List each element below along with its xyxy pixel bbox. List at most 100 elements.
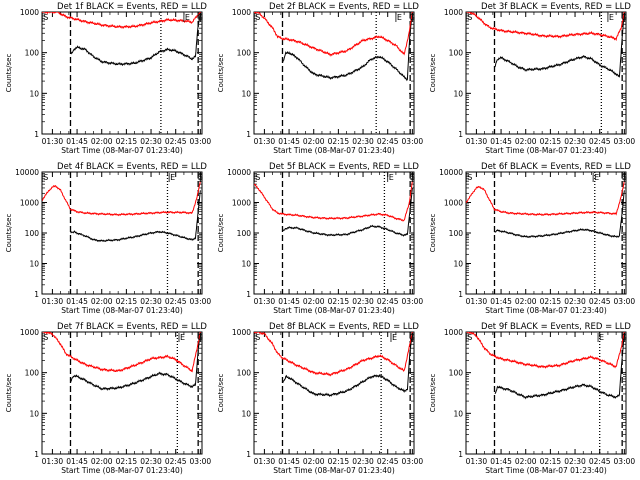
x-tick-label: 03:00 xyxy=(614,137,636,146)
x-tick-label: 02:30 xyxy=(564,457,586,466)
y-tick-label: 100 xyxy=(25,49,40,58)
x-tick-label: 02:45 xyxy=(377,457,399,466)
panel-title: Det 7f BLACK = Events, RED = LLD xyxy=(57,322,207,332)
data-area xyxy=(466,12,625,78)
x-tick-label: 02:45 xyxy=(589,297,611,306)
panel-5: Det 5f BLACK = Events, RED = LLD 1 10 100 10… xyxy=(217,162,423,315)
lld-line xyxy=(466,332,625,369)
panel-6: Det 6f BLACK = Events, RED = LLD 1 10 100 10… xyxy=(429,162,635,315)
panel-title: Det 2f BLACK = Events, RED = LLD xyxy=(269,2,419,12)
x-tick-label: 01:45 xyxy=(278,297,300,306)
y-tick-label: 10000 xyxy=(15,168,39,177)
y-tick-label: 1000 xyxy=(444,328,463,337)
lld-line xyxy=(254,332,413,377)
panel-9: Det 9f BLACK = Events, RED = LLD 1 10 100 10… xyxy=(429,322,635,475)
marker-s-label: S xyxy=(255,13,260,22)
plot-frame xyxy=(41,171,203,295)
y-tick-label: 1000 xyxy=(20,8,39,17)
y-tick-label: 100 xyxy=(237,369,252,378)
marker-e-label: E xyxy=(609,13,614,22)
events-line xyxy=(70,332,201,391)
x-tick-label: 03:00 xyxy=(190,297,212,306)
y-tick-label: 10 xyxy=(453,409,463,418)
events-line xyxy=(70,190,201,243)
marker-s-label: S xyxy=(43,333,48,342)
x-tick-label: 02:30 xyxy=(352,297,374,306)
x-tick-label: 01:30 xyxy=(42,297,64,306)
x-tick-label: 01:30 xyxy=(466,457,488,466)
x-tick-label: 01:45 xyxy=(490,297,512,306)
marker-e-label: E xyxy=(392,333,397,342)
x-tick-label: 02:45 xyxy=(165,137,187,146)
x-tick-label: 03:00 xyxy=(402,457,424,466)
y-tick-label: 1000 xyxy=(232,8,251,17)
x-tick-label: 02:00 xyxy=(515,457,537,466)
marker-e-label: E xyxy=(397,13,402,22)
marker-s-label: S xyxy=(467,173,472,182)
x-tick-label: 02:30 xyxy=(352,137,374,146)
y-axis-label: Counts/sec xyxy=(5,214,13,253)
x-tick-label: 02:15 xyxy=(116,297,138,306)
y-tick-label: 10 xyxy=(29,409,39,418)
x-axis-label: Start Time (08-Mar-07 01:23:40) xyxy=(485,306,607,315)
y-tick-label: 100 xyxy=(237,229,252,238)
lld-line xyxy=(42,181,201,217)
x-tick-label: 02:15 xyxy=(328,137,350,146)
events-line xyxy=(494,332,625,400)
y-tick-label: 10 xyxy=(453,89,463,98)
plot-frame xyxy=(465,331,627,455)
x-axis-label: Start Time (08-Mar-07 01:23:40) xyxy=(485,466,607,475)
x-tick-label: 02:30 xyxy=(140,297,162,306)
y-tick-label: 100 xyxy=(449,49,464,58)
events-line xyxy=(494,190,625,239)
y-tick-label: 1 xyxy=(458,130,463,139)
plot-frame xyxy=(465,11,627,135)
x-tick-label: 02:00 xyxy=(515,297,537,306)
y-tick-label: 1000 xyxy=(232,328,251,337)
y-tick-label: 10000 xyxy=(227,168,251,177)
panel-7: Det 7f BLACK = Events, RED = LLD 1 10 100 10… xyxy=(5,322,211,475)
marker-s-label: S xyxy=(255,173,260,182)
x-tick-label: 01:45 xyxy=(490,457,512,466)
x-tick-label: 02:30 xyxy=(352,457,374,466)
x-tick-label: 01:30 xyxy=(466,297,488,306)
x-tick-label: 02:45 xyxy=(589,137,611,146)
panel-title: Det 8f BLACK = Events, RED = LLD xyxy=(269,322,419,332)
x-tick-label: 01:45 xyxy=(278,137,300,146)
plot-frame xyxy=(253,171,415,295)
marker-e-label: E xyxy=(180,333,185,342)
marker-e-label: E xyxy=(599,333,604,342)
x-tick-label: 01:30 xyxy=(254,137,276,146)
x-tick-label: 01:45 xyxy=(66,457,88,466)
panel-3: Det 3f BLACK = Events, RED = LLD 1 10 100 10… xyxy=(429,2,635,155)
x-tick-label: 02:00 xyxy=(91,457,113,466)
x-tick-label: 03:00 xyxy=(190,137,212,146)
x-tick-label: 02:00 xyxy=(91,137,113,146)
lld-line xyxy=(42,12,201,30)
lld-line xyxy=(466,12,625,42)
events-line xyxy=(70,12,201,67)
x-tick-label: 02:30 xyxy=(564,297,586,306)
x-tick-label: 02:30 xyxy=(140,457,162,466)
x-axis-label: Start Time (08-Mar-07 01:23:40) xyxy=(273,466,395,475)
x-tick-label: 01:45 xyxy=(278,457,300,466)
x-tick-label: 03:00 xyxy=(614,297,636,306)
y-axis-label: Counts/sec xyxy=(5,54,13,93)
y-tick-label: 1000 xyxy=(20,328,39,337)
y-tick-label: 10 xyxy=(29,260,39,269)
marker-e-label: E xyxy=(594,173,599,182)
y-axis-label: Counts/sec xyxy=(217,54,225,93)
y-tick-label: 10 xyxy=(241,409,251,418)
x-tick-label: 02:45 xyxy=(377,297,399,306)
x-tick-label: 03:00 xyxy=(190,457,212,466)
x-tick-label: 02:15 xyxy=(540,457,562,466)
marker-e-label: E xyxy=(170,173,175,182)
y-tick-label: 1 xyxy=(34,290,39,299)
y-tick-label: 1 xyxy=(246,290,251,299)
data-area xyxy=(254,12,413,82)
events-line xyxy=(282,332,413,398)
y-tick-label: 1000 xyxy=(232,199,251,208)
y-tick-label: 100 xyxy=(25,369,40,378)
y-tick-label: 10000 xyxy=(439,168,463,177)
lld-line xyxy=(254,181,413,222)
